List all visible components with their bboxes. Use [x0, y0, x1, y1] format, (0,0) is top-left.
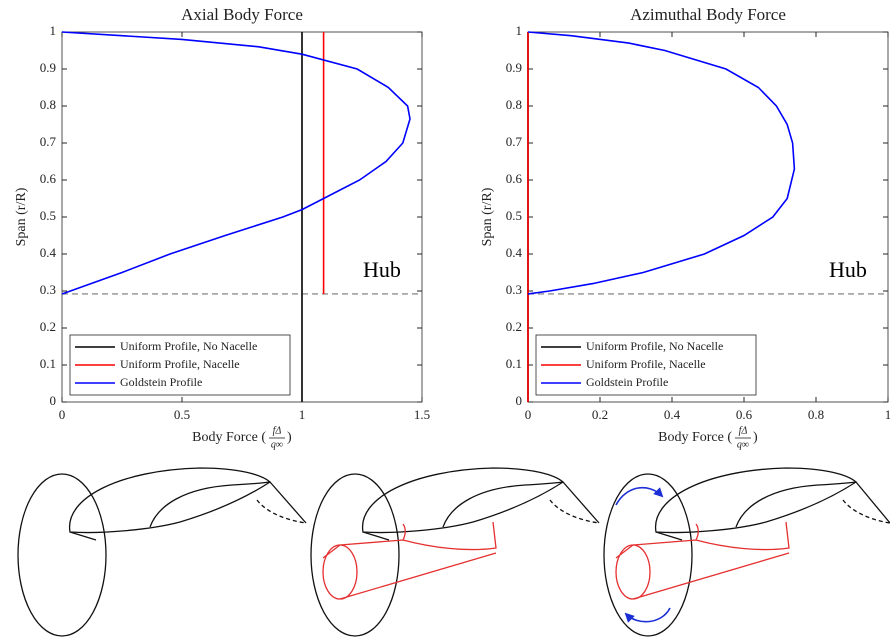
x-axis-label-denominator: q∞	[737, 439, 749, 450]
y-tick-label: 0.2	[40, 319, 56, 334]
x-tick-label: 0.4	[664, 407, 681, 422]
legend-label: Goldstein Profile	[586, 375, 668, 389]
legend-label: Uniform Profile, Nacelle	[586, 357, 706, 371]
series-line	[61, 31, 411, 295]
legend-label: Uniform Profile, Nacelle	[120, 357, 240, 371]
series-line	[527, 31, 796, 295]
y-tick-label: 0.1	[40, 356, 56, 371]
y-tick-label: 0.3	[40, 282, 56, 297]
y-tick-label: 0.2	[506, 319, 522, 334]
x-tick-label: 0.8	[808, 407, 824, 422]
x-tick-label: 0.2	[592, 407, 608, 422]
x-tick-label: 1	[299, 407, 306, 422]
legend-box	[69, 334, 291, 396]
y-tick-label: 0.5	[40, 208, 56, 223]
legend-label: Goldstein Profile	[120, 375, 202, 389]
legend-label: Uniform Profile, No Nacelle	[120, 339, 257, 353]
x-tick-label: 0.5	[174, 407, 190, 422]
x-axis-label: Body Force (	[658, 430, 732, 445]
chart-title: Axial Body Force	[181, 5, 303, 24]
x-axis-label-numerator: fΔ	[273, 425, 282, 436]
x-axis-label-denominator: q∞	[271, 439, 283, 450]
y-tick-label: 0.8	[506, 97, 522, 112]
hub-label: Hub	[363, 257, 401, 282]
y-axis-label: Span (r/R)	[480, 187, 495, 246]
x-axis-label-numerator: fΔ	[739, 425, 748, 436]
y-tick-label: 1	[516, 23, 523, 38]
sketch-plain	[17, 467, 307, 637]
y-tick-label: 0	[50, 393, 57, 408]
y-tick-label: 0.4	[506, 245, 523, 260]
x-tick-label: 0	[525, 407, 532, 422]
y-tick-label: 0.9	[40, 60, 56, 75]
sketch-rotating	[603, 467, 890, 637]
y-tick-label: 0.4	[40, 245, 57, 260]
y-axis-label: Span (r/R)	[14, 187, 29, 246]
y-tick-label: 0.8	[40, 97, 56, 112]
y-tick-label: 0.5	[506, 208, 522, 223]
x-tick-label: 0	[59, 407, 66, 422]
legend-label: Uniform Profile, No Nacelle	[586, 339, 723, 353]
y-tick-label: 0.6	[40, 171, 57, 186]
x-tick-label: 1.5	[414, 407, 430, 422]
y-tick-label: 0.7	[506, 134, 523, 149]
hub-label: Hub	[829, 257, 867, 282]
x-tick-label: 0.6	[736, 407, 753, 422]
x-tick-label: 1	[885, 407, 890, 422]
y-tick-label: 0.9	[506, 60, 522, 75]
y-tick-label: 0.7	[40, 134, 57, 149]
y-tick-label: 1	[50, 23, 57, 38]
x-axis-label: Body Force (	[192, 430, 266, 445]
x-axis-label: )	[753, 430, 758, 445]
sketch-nacelle	[310, 467, 600, 637]
y-tick-label: 0	[516, 393, 523, 408]
y-tick-label: 0.1	[506, 356, 522, 371]
x-axis-label: )	[287, 430, 292, 445]
y-tick-label: 0.3	[506, 282, 522, 297]
chart-title: Azimuthal Body Force	[630, 5, 786, 24]
y-tick-label: 0.6	[506, 171, 523, 186]
